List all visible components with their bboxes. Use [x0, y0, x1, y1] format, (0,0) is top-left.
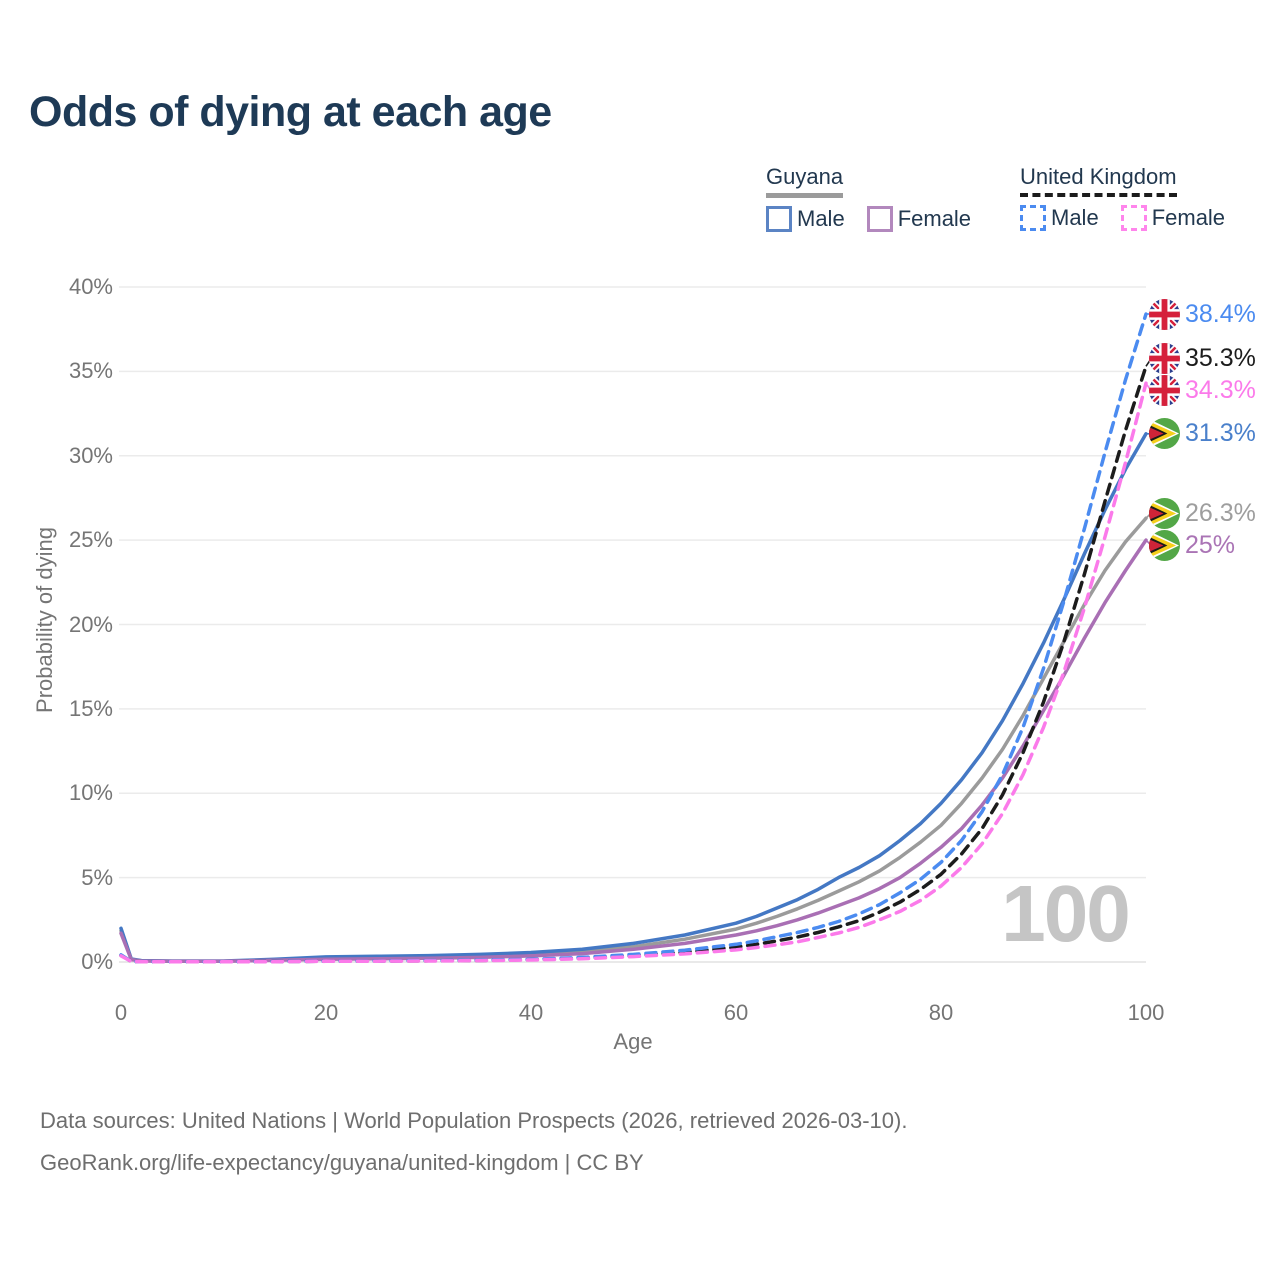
legend-group-title-united-kingdom: United Kingdom [1020, 164, 1177, 197]
age-watermark: 100 [1001, 869, 1130, 958]
legend-item-label: Male [797, 206, 845, 231]
x-tick-0: 0 [114, 1000, 128, 1025]
legend-item-label: Female [897, 206, 972, 231]
x-axis-title: Age [613, 1029, 653, 1054]
legend-group-guyana: Guyana Male Female [766, 164, 993, 232]
uk-male-swatch-icon [1020, 205, 1046, 231]
series-end-label-uk-male: 38.4% [1149, 298, 1256, 330]
legend-item-label: Male [1051, 205, 1099, 230]
uk-flag-icon [1149, 298, 1180, 330]
page-title: Odds of dying at each age [29, 88, 552, 136]
legend-item-guyana-male[interactable]: Male [766, 206, 845, 232]
uk-flag-icon [1149, 375, 1180, 407]
legend-item-label: Female [1151, 205, 1226, 230]
y-tick-35: 35% [68, 358, 113, 383]
series-end-value: 34.3% [1185, 376, 1256, 405]
legend-group-united-kingdom: United Kingdom Male Female [1020, 164, 1247, 231]
y-tick-30: 30% [68, 443, 113, 468]
x-tick-40: 40 [518, 1000, 544, 1025]
guyana-female-swatch-icon [866, 206, 893, 232]
legend-item-guyana-female[interactable]: Female [866, 206, 972, 232]
guyana-flag-icon [1149, 418, 1180, 450]
legend-item-uk-female[interactable]: Female [1120, 205, 1226, 231]
y-tick-40: 40% [68, 274, 113, 299]
series-end-label-guyana-male: 31.3% [1149, 418, 1256, 450]
legend-group-title-guyana: Guyana [766, 164, 844, 198]
series-end-value: 35.3% [1185, 344, 1256, 373]
series-end-label-uk-total: 35.3% [1149, 343, 1256, 375]
uk-flag-icon [1149, 343, 1180, 375]
legend-item-uk-male[interactable]: Male [1020, 205, 1099, 231]
series-end-label-guyana-total: 26.3% [1149, 497, 1256, 529]
guyana-male-swatch-icon [766, 206, 792, 232]
series-end-value: 38.4% [1185, 299, 1256, 328]
y-tick-10: 10% [68, 780, 113, 805]
series-end-label-uk-female: 34.3% [1149, 375, 1256, 407]
series-end-label-guyana-female: 25% [1149, 529, 1235, 561]
series-end-value: 31.3% [1185, 419, 1256, 448]
x-tick-60: 60 [723, 1000, 749, 1025]
guyana-flag-icon [1149, 497, 1180, 529]
y-tick-0: 0% [81, 949, 113, 974]
x-tick-100: 100 [1127, 1000, 1165, 1025]
y-tick-15: 15% [68, 696, 113, 721]
y-tick-25: 25% [68, 527, 113, 552]
source-url-line: GeoRank.org/life-expectancy/guyana/unite… [40, 1150, 644, 1175]
data-sources-line: Data sources: United Nations | World Pop… [40, 1108, 908, 1133]
series-end-value: 26.3% [1185, 498, 1256, 527]
y-tick-20: 20% [68, 612, 113, 637]
y-tick-5: 5% [81, 865, 113, 890]
x-tick-80: 80 [928, 1000, 954, 1025]
guyana-flag-icon [1149, 529, 1180, 561]
uk-female-swatch-icon [1120, 205, 1147, 231]
series-end-value: 25% [1185, 530, 1236, 559]
x-tick-20: 20 [313, 1000, 339, 1025]
